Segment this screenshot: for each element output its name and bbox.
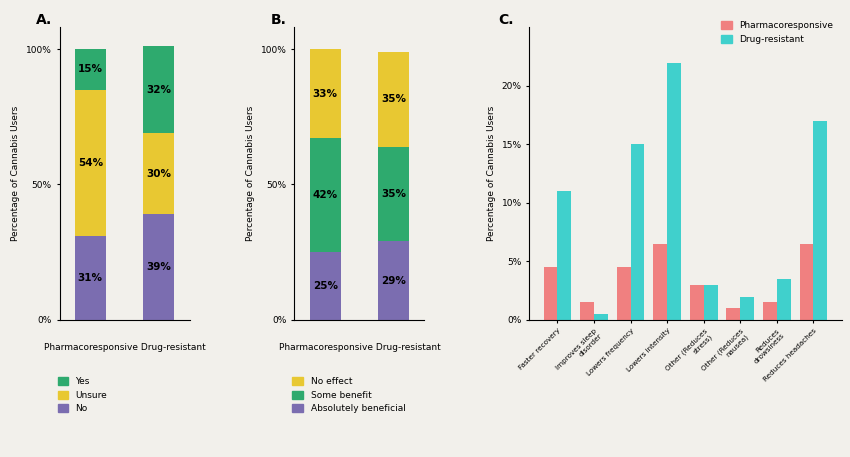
Bar bbox=[75, 49, 105, 90]
Legend: No effect, Some benefit, Absolutely beneficial: No effect, Some benefit, Absolutely bene… bbox=[292, 377, 405, 414]
Text: 54%: 54% bbox=[77, 158, 103, 168]
Legend: Pharmacoresponsive, Drug-resistant: Pharmacoresponsive, Drug-resistant bbox=[717, 17, 837, 48]
Bar bbox=[690, 285, 704, 320]
Bar bbox=[581, 303, 594, 320]
Bar bbox=[617, 267, 631, 320]
Text: Pharmacoresponsive Drug-resistant: Pharmacoresponsive Drug-resistant bbox=[43, 343, 206, 352]
Bar bbox=[378, 241, 409, 320]
Bar bbox=[544, 267, 558, 320]
Text: C.: C. bbox=[498, 13, 513, 27]
Text: 39%: 39% bbox=[146, 262, 171, 272]
Bar bbox=[813, 121, 827, 320]
Legend: Yes, Unsure, No: Yes, Unsure, No bbox=[58, 377, 107, 414]
Text: Pharmacoresponsive Drug-resistant: Pharmacoresponsive Drug-resistant bbox=[279, 343, 440, 352]
Bar bbox=[144, 214, 174, 320]
Bar bbox=[144, 133, 174, 214]
Text: 30%: 30% bbox=[146, 169, 171, 179]
Text: 33%: 33% bbox=[313, 89, 337, 99]
Text: A.: A. bbox=[36, 13, 53, 27]
Text: 29%: 29% bbox=[382, 276, 406, 286]
Bar bbox=[594, 314, 608, 320]
Bar bbox=[310, 49, 341, 138]
Bar bbox=[558, 191, 571, 320]
Text: 35%: 35% bbox=[381, 94, 406, 104]
Bar bbox=[144, 46, 174, 133]
Y-axis label: Percentage of Cannabis Users: Percentage of Cannabis Users bbox=[487, 106, 496, 241]
Bar bbox=[631, 144, 644, 320]
Text: 25%: 25% bbox=[313, 281, 337, 291]
Text: 31%: 31% bbox=[78, 273, 103, 283]
Bar bbox=[800, 244, 813, 320]
Bar bbox=[378, 147, 409, 241]
Y-axis label: Percentage of Cannabis Users: Percentage of Cannabis Users bbox=[11, 106, 20, 241]
Text: 32%: 32% bbox=[146, 85, 171, 95]
Text: 35%: 35% bbox=[381, 189, 406, 199]
Y-axis label: Percentage of Cannabis Users: Percentage of Cannabis Users bbox=[246, 106, 255, 241]
Bar bbox=[654, 244, 667, 320]
Bar bbox=[763, 303, 777, 320]
Bar bbox=[667, 63, 681, 320]
Bar bbox=[310, 252, 341, 320]
Bar bbox=[777, 279, 790, 320]
Text: 15%: 15% bbox=[78, 64, 103, 74]
Text: B.: B. bbox=[271, 13, 287, 27]
Bar bbox=[378, 52, 409, 147]
Bar bbox=[75, 90, 105, 236]
Bar bbox=[75, 236, 105, 320]
Bar bbox=[727, 308, 740, 320]
Text: 42%: 42% bbox=[313, 190, 337, 200]
Bar bbox=[740, 297, 754, 320]
Bar bbox=[310, 138, 341, 252]
Bar bbox=[704, 285, 717, 320]
